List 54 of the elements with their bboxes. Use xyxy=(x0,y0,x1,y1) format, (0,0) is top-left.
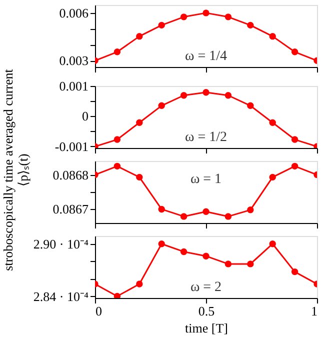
point xyxy=(247,260,254,268)
annotation: ω = 1/4 xyxy=(185,49,227,64)
point xyxy=(136,280,143,288)
point xyxy=(158,240,165,248)
point xyxy=(269,240,276,248)
point xyxy=(224,92,232,99)
point xyxy=(291,136,298,143)
point xyxy=(269,174,276,181)
y-tick-label: 2.90 · 10⁻⁴ xyxy=(33,236,89,252)
point xyxy=(202,252,210,260)
point xyxy=(291,162,298,170)
point xyxy=(136,32,143,40)
point xyxy=(136,119,143,126)
x-tick-label: 1 xyxy=(311,304,318,318)
y-tick-label: -0.001 xyxy=(54,138,88,154)
point xyxy=(114,48,121,56)
y-tick-label: 0.006 xyxy=(59,5,89,20)
point xyxy=(180,248,188,256)
point xyxy=(202,89,210,96)
y-tick-label: 0.003 xyxy=(59,53,88,68)
x-axis-title: time [T] xyxy=(185,320,228,336)
point xyxy=(114,162,121,170)
point xyxy=(114,136,121,143)
point xyxy=(291,48,298,56)
point xyxy=(269,32,276,40)
y-tick-label: 0.0868 xyxy=(52,167,88,182)
x-tick-label: 0.5 xyxy=(198,304,215,318)
point xyxy=(136,174,143,181)
y-tick-label: 2.84 · 10⁻⁴ xyxy=(33,288,89,304)
point xyxy=(224,213,232,220)
annotation: ω = 2 xyxy=(190,280,222,295)
point xyxy=(158,102,165,110)
point xyxy=(247,102,254,110)
point xyxy=(202,208,210,215)
y-tick-label: 0 xyxy=(82,108,88,124)
point xyxy=(114,292,121,298)
point xyxy=(180,14,188,20)
point xyxy=(224,14,232,20)
point xyxy=(291,268,298,276)
annotation: ω = 1 xyxy=(190,172,222,187)
point xyxy=(158,22,165,29)
point xyxy=(202,10,210,16)
point xyxy=(269,119,276,126)
point xyxy=(180,92,188,99)
point xyxy=(180,213,188,220)
y-axis-title: stroboscopically time averaged current ⟨p⟩ₛ(t) xyxy=(0,68,30,271)
x-tick-label: 0 xyxy=(96,304,102,318)
annotation: ω = 1/2 xyxy=(185,130,227,145)
point xyxy=(247,206,254,214)
point xyxy=(247,22,254,29)
point xyxy=(158,206,165,213)
y-tick-label: 0.0867 xyxy=(52,202,89,217)
point xyxy=(224,260,232,268)
y-tick-label: 0.001 xyxy=(59,78,88,94)
